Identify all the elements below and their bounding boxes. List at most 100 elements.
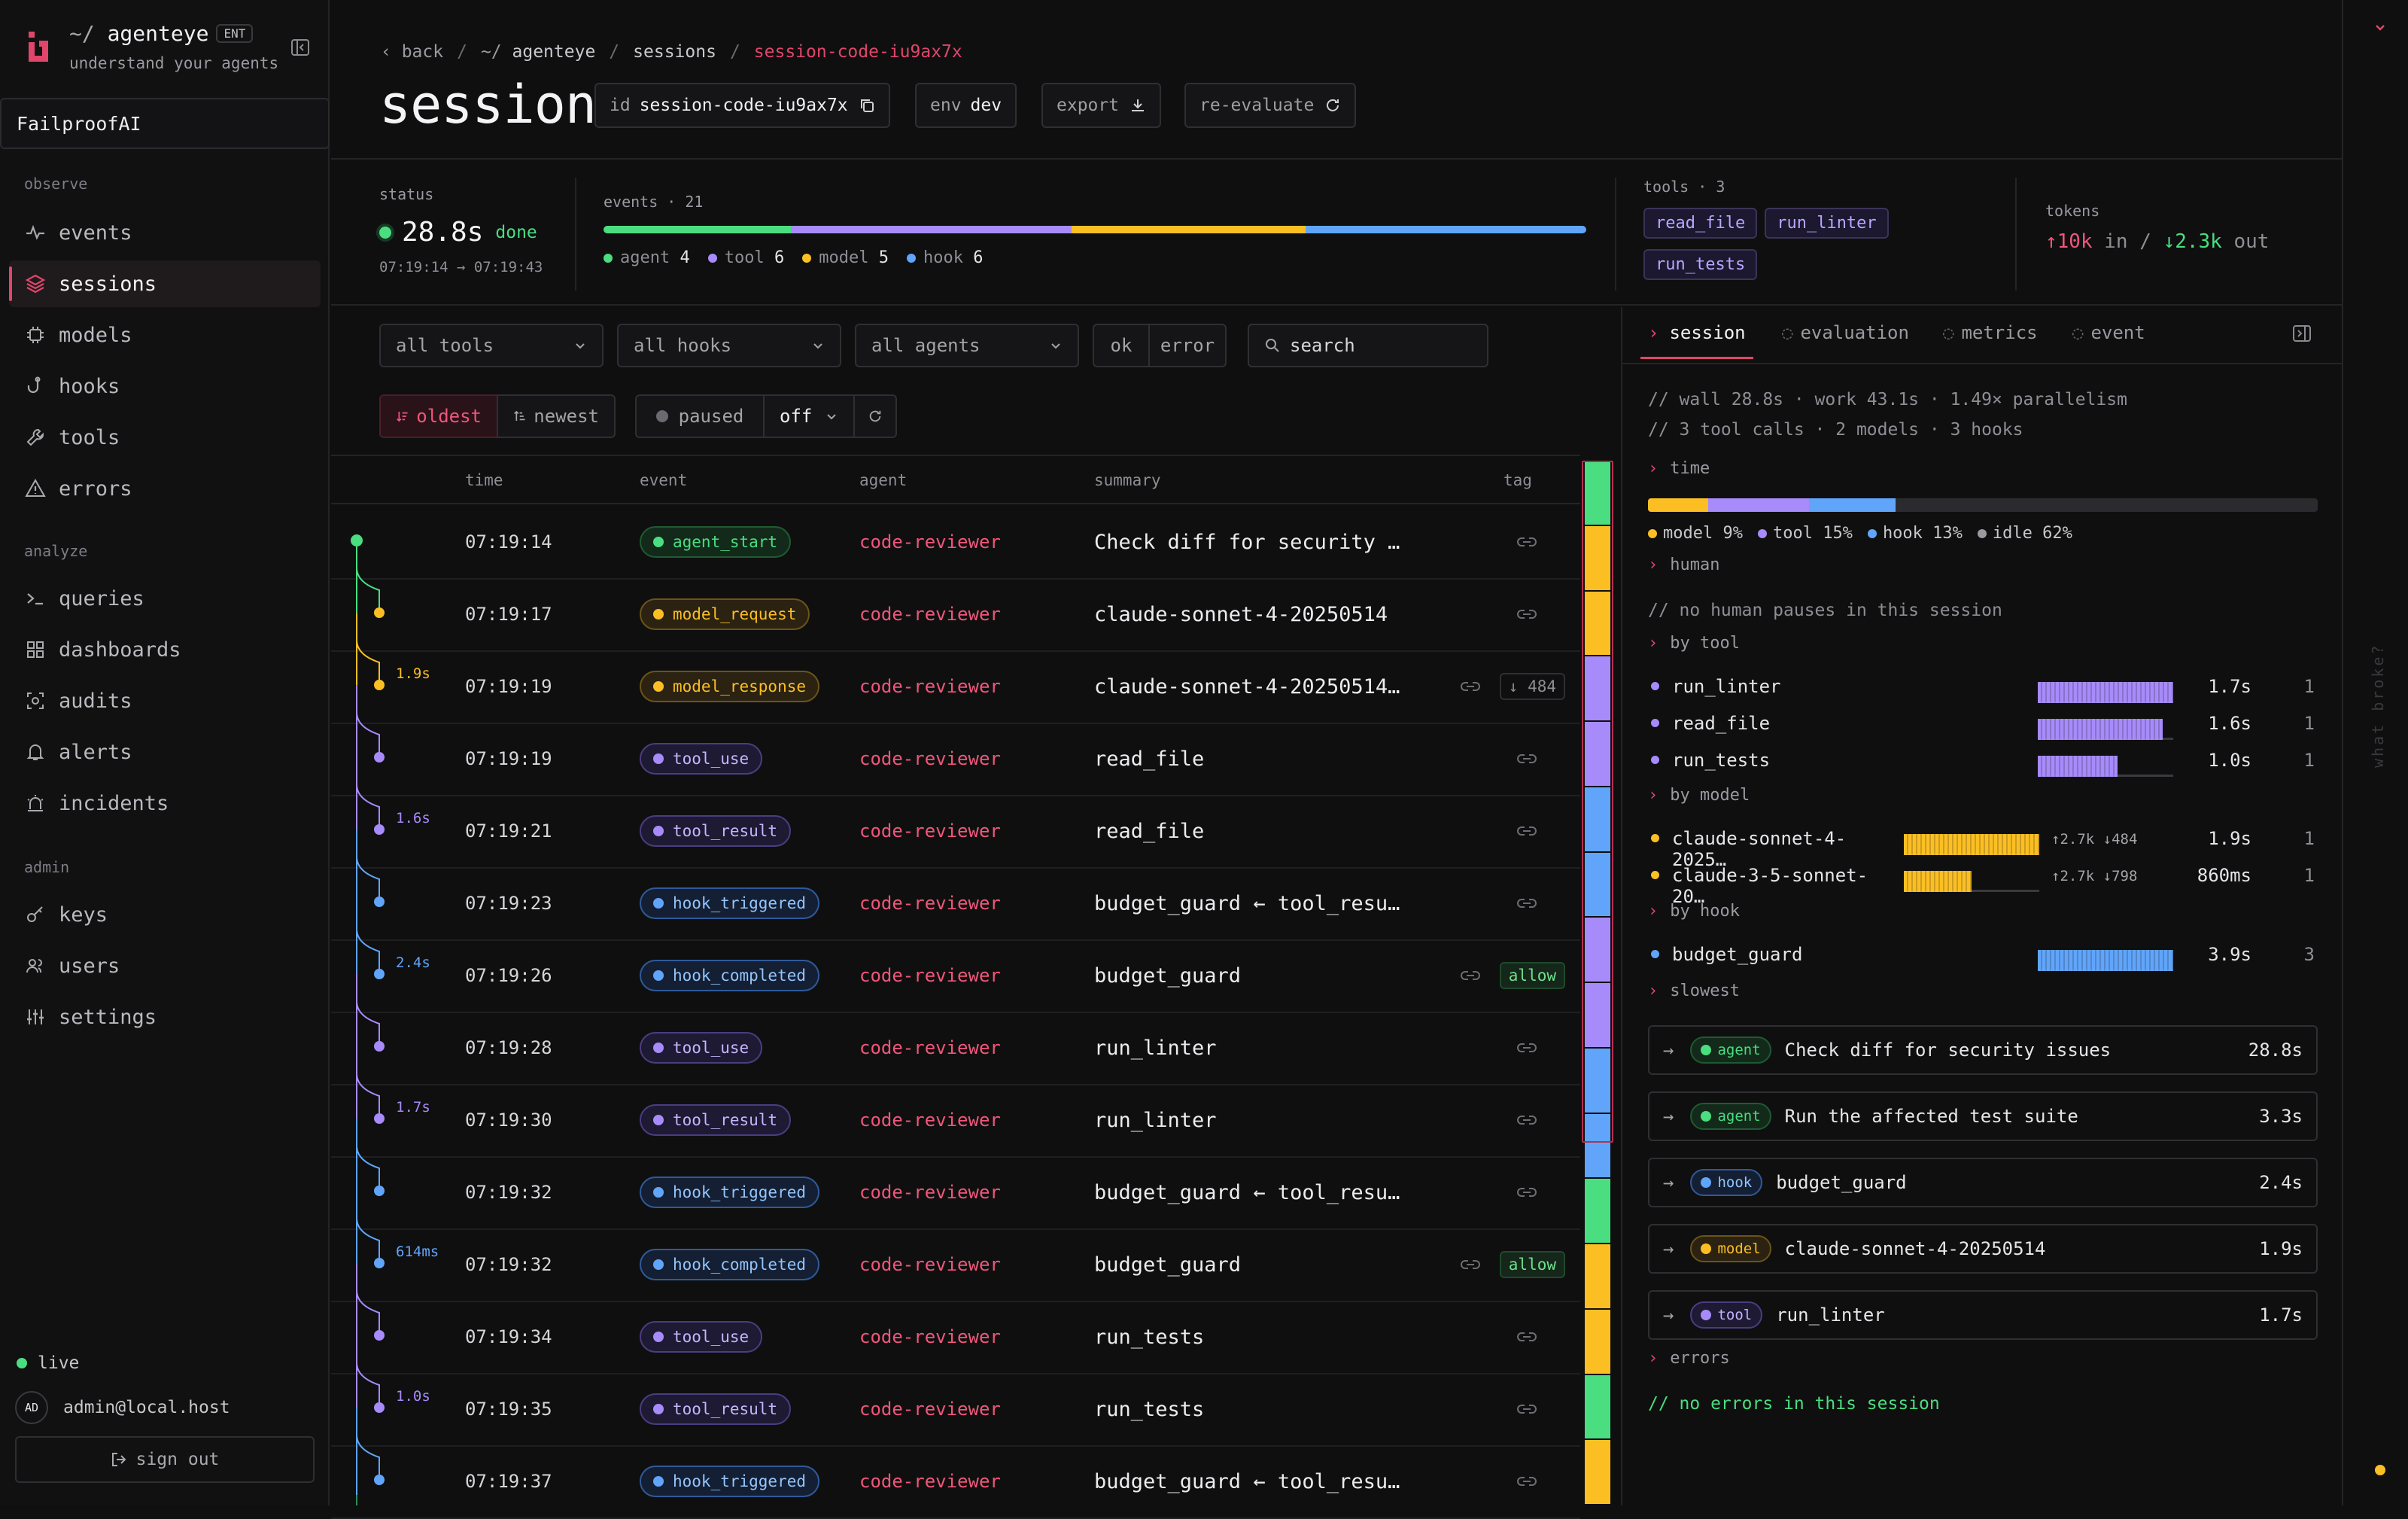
timeline-node[interactable] [374, 607, 385, 618]
nav-item-sessions[interactable]: sessions [9, 260, 321, 307]
section-slowest[interactable]: › slowest [1648, 982, 1740, 1000]
link-icon[interactable] [1517, 1331, 1537, 1343]
section-time[interactable]: › time [1648, 459, 1710, 478]
row-agent[interactable]: code-reviewer [859, 893, 1001, 914]
timeline-node[interactable] [374, 752, 385, 763]
col-summary[interactable]: summary [1094, 471, 1161, 489]
error-filter-toggle[interactable]: error [1148, 324, 1227, 367]
row-agent[interactable]: code-reviewer [859, 1471, 1001, 1492]
table-row[interactable]: 07:19:19 model_response code-reviewer claud… [331, 650, 1580, 724]
row-agent[interactable]: code-reviewer [859, 1182, 1001, 1203]
row-agent[interactable]: code-reviewer [859, 965, 1001, 986]
pause-toggle[interactable]: paused [635, 394, 765, 438]
by-hook-row[interactable]: budget_guard 3.9s 3 [1648, 941, 2318, 971]
timeline-node[interactable] [374, 1041, 385, 1052]
link-icon[interactable] [1460, 680, 1480, 693]
link-icon[interactable] [1460, 970, 1480, 982]
timeline-node[interactable] [374, 1330, 385, 1341]
table-row[interactable]: 07:19:28 tool_use code-reviewer run_linter [331, 1012, 1580, 1085]
event-pill[interactable]: tool_use [640, 743, 763, 775]
nav-item-users[interactable]: users [9, 942, 321, 989]
nav-item-settings[interactable]: settings [9, 994, 321, 1040]
nav-item-models[interactable]: models [9, 312, 321, 358]
search-input[interactable]: search [1248, 324, 1488, 367]
link-icon[interactable] [1517, 608, 1537, 620]
tool-pill[interactable]: run_tests [1643, 249, 1758, 280]
nav-item-tools[interactable]: tools [9, 414, 321, 461]
event-pill[interactable]: hook_triggered [640, 1466, 820, 1497]
timeline-node[interactable] [374, 1186, 385, 1196]
by-tool-row[interactable]: read_file 1.6s 1 [1648, 710, 2318, 740]
section-by-model[interactable]: › by model [1648, 786, 1750, 805]
link-icon[interactable] [1517, 1186, 1537, 1198]
table-row[interactable]: 07:19:35 tool_result code-reviewer run_test… [331, 1373, 1580, 1447]
what-broke-label[interactable]: what broke? [2369, 643, 2387, 768]
row-agent[interactable]: code-reviewer [859, 1326, 1001, 1347]
col-time[interactable]: time [465, 471, 503, 489]
row-agent[interactable]: code-reviewer [859, 676, 1001, 697]
table-row[interactable]: 07:19:34 tool_use code-reviewer run_tests [331, 1301, 1580, 1374]
section-by-tool[interactable]: › by tool [1648, 634, 1740, 653]
tab-evaluation[interactable]: ◌ evaluation [1782, 322, 1909, 343]
by-model-row[interactable]: claude-3-5-sonnet-20… ↑2.7k ↓798 860ms 1 [1648, 862, 2318, 907]
row-agent[interactable]: code-reviewer [859, 531, 1001, 553]
link-icon[interactable] [1460, 1259, 1480, 1271]
timeline-node[interactable] [374, 1402, 385, 1413]
brand-name[interactable]: ~/ agenteye ENT [69, 21, 254, 46]
link-icon[interactable] [1517, 536, 1537, 548]
event-pill[interactable]: hook_triggered [640, 1177, 820, 1208]
slowest-item[interactable]: → agent Run the affected test suite 3.3s [1648, 1091, 2318, 1141]
row-agent[interactable]: code-reviewer [859, 748, 1001, 769]
event-pill[interactable]: agent_start [640, 526, 792, 558]
hooks-filter-select[interactable]: all hooks [617, 324, 841, 367]
breadcrumb-sessions[interactable]: sessions [633, 42, 716, 62]
back-link[interactable]: ‹ back [381, 42, 444, 62]
event-pill[interactable]: model_request [640, 598, 810, 630]
link-icon[interactable] [1517, 897, 1537, 909]
breadcrumb-root[interactable]: ~/ agenteye [480, 42, 596, 62]
row-agent[interactable]: code-reviewer [859, 1110, 1001, 1131]
slowest-item[interactable]: → model claude-sonnet-4-20250514 1.9s [1648, 1224, 2318, 1274]
org-selector[interactable]: FailproofAI [0, 98, 330, 149]
link-icon[interactable] [1517, 825, 1537, 837]
nav-item-keys[interactable]: keys [9, 891, 321, 938]
sort-newest-button[interactable]: newest [497, 394, 616, 438]
nav-item-events[interactable]: events [9, 209, 321, 256]
section-human[interactable]: › human [1648, 556, 1720, 574]
timeline-node[interactable] [374, 680, 385, 690]
row-agent[interactable]: code-reviewer [859, 820, 1001, 842]
table-row[interactable]: 07:19:17 model_request code-reviewer claude… [331, 578, 1580, 652]
event-pill[interactable]: tool_use [640, 1032, 763, 1064]
event-pill[interactable]: hook_triggered [640, 887, 820, 919]
sign-out-button[interactable]: sign out [15, 1436, 315, 1483]
col-tag[interactable]: tag [1503, 471, 1532, 489]
section-errors[interactable]: › errors [1648, 1349, 1730, 1368]
slowest-item[interactable]: → agent Check diff for security issues 28.8… [1648, 1025, 2318, 1075]
chevron-down-icon[interactable] [2373, 21, 2387, 35]
table-row[interactable]: 07:19:14 agent_start code-reviewer Check di… [331, 506, 1580, 580]
event-pill[interactable]: model_response [640, 671, 820, 702]
slowest-item[interactable]: → hook budget_guard 2.4s [1648, 1158, 2318, 1207]
by-tool-row[interactable]: run_tests 1.0s 1 [1648, 747, 2318, 777]
export-button[interactable]: export [1041, 83, 1162, 128]
timeline-node[interactable] [374, 1475, 385, 1485]
minimap-viewport[interactable] [1582, 461, 1613, 1143]
event-pill[interactable]: tool_result [640, 1393, 792, 1425]
re-evaluate-button[interactable]: re-evaluate [1184, 83, 1357, 128]
table-row[interactable]: 07:19:32 hook_triggered code-reviewer budge… [331, 1156, 1580, 1230]
nav-item-alerts[interactable]: alerts [9, 729, 321, 775]
event-pill[interactable]: tool_result [640, 1104, 792, 1136]
timeline-node[interactable] [374, 896, 385, 907]
event-pill[interactable]: tool_use [640, 1321, 763, 1353]
tab-metrics[interactable]: ◌ metrics [1943, 322, 2038, 343]
session-id-chip[interactable]: id session-code-iu9ax7x [594, 83, 890, 128]
table-row[interactable]: 07:19:19 tool_use code-reviewer read_file [331, 723, 1580, 796]
nav-item-hooks[interactable]: hooks [9, 363, 321, 409]
table-row[interactable]: 07:19:30 tool_result code-reviewer run_lint… [331, 1084, 1580, 1158]
table-row[interactable]: 07:19:32 hook_completed code-reviewer budge… [331, 1228, 1580, 1302]
by-model-row[interactable]: claude-sonnet-4-2025… ↑2.7k ↓484 1.9s 1 [1648, 825, 2318, 870]
collapse-panel-icon[interactable] [2292, 324, 2312, 343]
row-agent[interactable]: code-reviewer [859, 604, 1001, 625]
nav-item-dashboards[interactable]: dashboards [9, 626, 321, 673]
link-icon[interactable] [1517, 1042, 1537, 1054]
